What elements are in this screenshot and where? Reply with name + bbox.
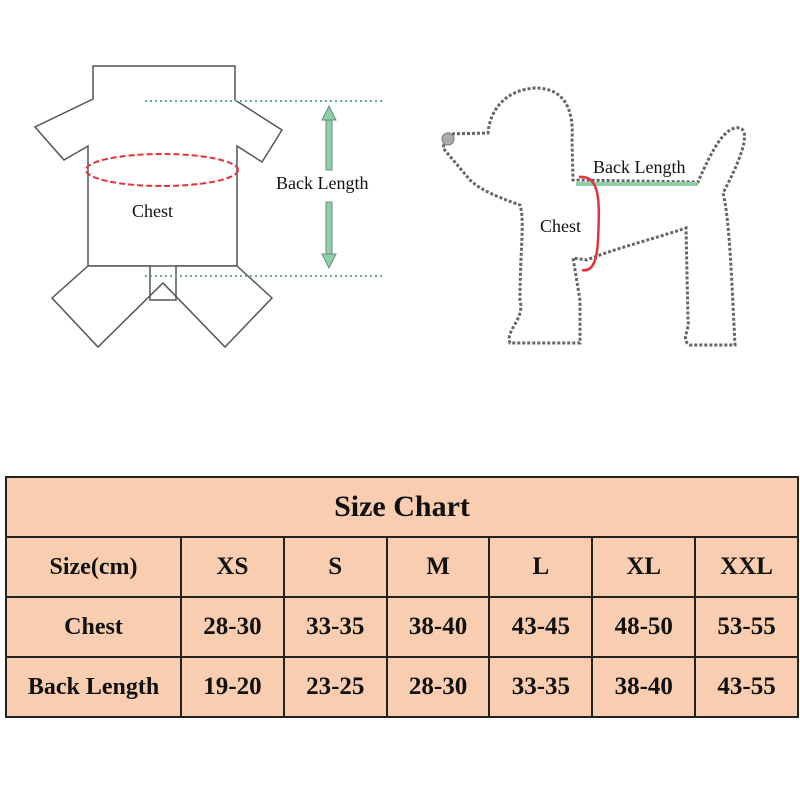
table-cell: 28-30 <box>385 656 491 718</box>
table-cell: 19-20 <box>180 656 285 718</box>
measurement-diagrams <box>33 65 746 349</box>
table-cell: 28-30 <box>180 596 285 658</box>
table-cell: 33-35 <box>488 656 594 718</box>
size-chart-title: Size Chart <box>5 476 799 538</box>
header-cell: S <box>282 536 388 598</box>
garment-back-length-label: Back Length <box>276 173 369 193</box>
dog-outline <box>441 86 746 347</box>
header-cell: XS <box>180 536 285 598</box>
dog-nose-icon <box>441 132 455 146</box>
table-cell: 33-35 <box>282 596 388 658</box>
garment-back-length-arrow <box>321 104 337 270</box>
header-cell: M <box>385 536 491 598</box>
table-row: Chest 28-30 33-35 38-40 43-45 48-50 53-5… <box>5 596 799 658</box>
garment-outline <box>33 65 284 349</box>
dog-chest-marker <box>578 175 601 272</box>
header-cell: XXL <box>694 536 799 598</box>
title-row: Size Chart <box>5 476 799 538</box>
row-label: Back Length <box>5 656 182 718</box>
table-row: Back Length 19-20 23-25 28-30 33-35 38-4… <box>5 656 799 718</box>
header-row: Size(cm) XS S M L XL XXL <box>5 536 799 598</box>
dog-chest-label: Chest <box>540 216 582 236</box>
header-cell: Size(cm) <box>5 536 182 598</box>
table-cell: 38-40 <box>591 656 697 718</box>
dog-back-length-label: Back Length <box>593 157 686 177</box>
garment-chest-marker <box>85 153 239 187</box>
table-cell: 53-55 <box>694 596 799 658</box>
table-cell: 43-55 <box>694 656 799 718</box>
table-cell: 48-50 <box>591 596 697 658</box>
garment-chest-label: Chest <box>132 201 174 221</box>
table-cell: 38-40 <box>385 596 491 658</box>
header-cell: L <box>488 536 594 598</box>
header-cell: XL <box>591 536 697 598</box>
table-cell: 23-25 <box>282 656 388 718</box>
table-cell: 43-45 <box>488 596 594 658</box>
row-label: Chest <box>5 596 182 658</box>
size-chart-table: Size Chart Size(cm) XS S M L XL XXL Ches… <box>5 476 799 718</box>
